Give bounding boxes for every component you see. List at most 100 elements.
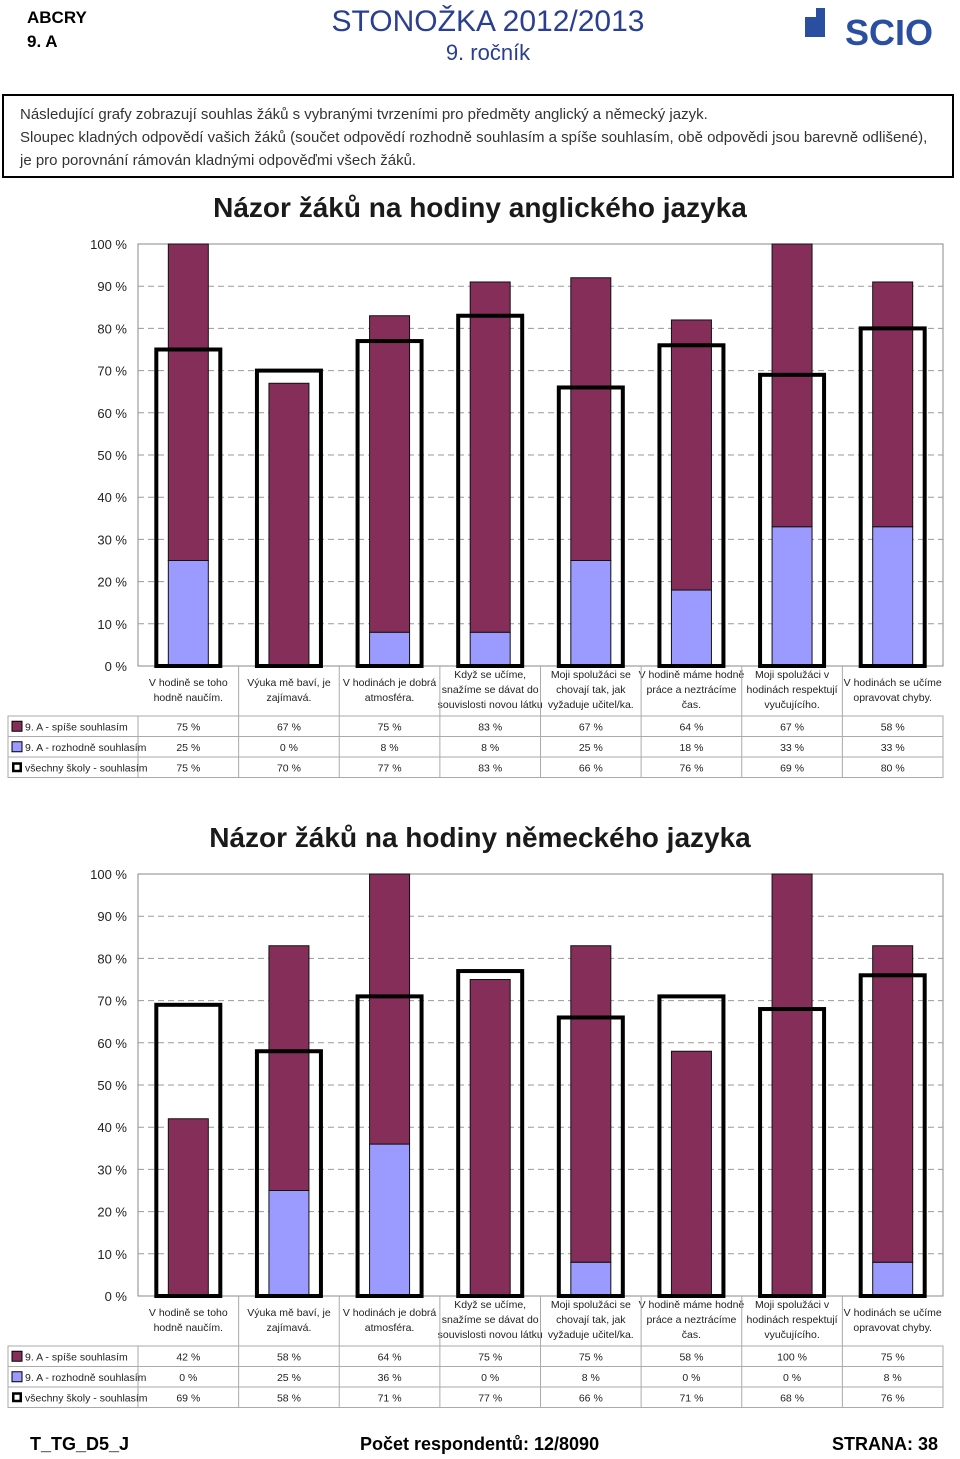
- table-value: 75 %: [378, 721, 402, 733]
- category-label: vyžaduje učitel/ka.: [548, 699, 634, 711]
- category-label: V hodině se toho: [149, 1307, 228, 1319]
- category-label: V hodině máme hodně: [639, 1299, 745, 1311]
- category-label: V hodinách je dobrá: [343, 677, 437, 689]
- school-name: ABCRY: [27, 8, 87, 27]
- logo-square-small: [816, 8, 825, 17]
- bar-frame-all-schools: [858, 973, 927, 1298]
- table-value: 83 %: [478, 762, 502, 774]
- report-grade: 9. ročník: [445, 40, 531, 65]
- bar-spise: [268, 382, 310, 667]
- table-value: 71 %: [679, 1392, 703, 1404]
- category-label: zajímavá.: [266, 692, 311, 704]
- bar-spise: [872, 945, 914, 1263]
- bar-rozhodne: [670, 589, 712, 667]
- table-value: 76 %: [679, 762, 703, 774]
- category-label: čas.: [682, 1329, 701, 1341]
- y-tick-label: 80 %: [97, 321, 127, 336]
- table-value: 76 %: [881, 1392, 905, 1404]
- table-value: 67 %: [780, 721, 804, 733]
- category-label: hodinách respektují: [747, 1314, 838, 1326]
- bar-frame-all-schools: [657, 994, 726, 1298]
- category-label: práce a neztrácíme: [646, 1314, 736, 1326]
- y-tick-label: 30 %: [97, 532, 127, 547]
- bar-rozhodne: [872, 1261, 914, 1297]
- logo-text: SCIO: [845, 12, 933, 51]
- table-value: 8 %: [582, 1372, 600, 1384]
- table-value: 69 %: [780, 762, 804, 774]
- bar-frame-all-schools: [758, 372, 827, 668]
- y-tick-label: 0 %: [105, 659, 128, 674]
- table-value: 25 %: [176, 742, 200, 754]
- y-tick-label: 100 %: [90, 237, 127, 252]
- table-value: 0 %: [783, 1372, 801, 1384]
- logo-square-large: [805, 17, 825, 37]
- table-value: 58 %: [679, 1351, 703, 1363]
- bar-frame-all-schools: [254, 368, 323, 668]
- y-tick-label: 90 %: [97, 279, 127, 294]
- y-tick-label: 0 %: [105, 1289, 128, 1304]
- category-label: souvislosti novou látku: [438, 699, 543, 711]
- bar-spise: [570, 945, 612, 1263]
- y-tick-label: 90 %: [97, 909, 127, 924]
- y-tick-label: 40 %: [97, 1120, 127, 1135]
- table-value: 66 %: [579, 762, 603, 774]
- bar-spise: [670, 1050, 712, 1297]
- category-label: práce a neztrácíme: [646, 684, 736, 696]
- legend-key-all-schools-inner: [14, 1394, 20, 1400]
- category-label: hodně naučím.: [154, 692, 223, 704]
- table-value: 70 %: [277, 762, 301, 774]
- legend-label: 9. A - spíše souhlasím: [25, 721, 128, 733]
- footer-page: STRANA: 38: [832, 1434, 939, 1454]
- report-header: STONOŽKA 2012/2013 9. ročník: [288, 4, 688, 66]
- category-label: Když se učíme,: [454, 669, 526, 681]
- chart-german: 0 % 10 % 20 % 30 % 40 % 50 % 60 % 70 % 80 % 90 % 1…: [7, 867, 944, 1408]
- bar-frame-all-schools: [858, 326, 927, 669]
- category-label: Moji spolužáci v: [755, 669, 830, 681]
- category-label: souvislosti novou látku: [438, 1329, 543, 1341]
- bar-spise: [167, 243, 209, 561]
- bar-frame-all-schools: [758, 1007, 827, 1298]
- category-label: hodně naučím.: [154, 1322, 223, 1334]
- legend-key-spise: [11, 720, 23, 732]
- legend-label: všechny školy - souhlasím: [25, 1392, 148, 1404]
- table-value: 64 %: [679, 721, 703, 733]
- legend-key-rozhodne: [11, 741, 23, 753]
- legend-key-spise: [11, 1350, 23, 1362]
- bar-frame-all-schools: [657, 343, 726, 668]
- y-tick-label: 20 %: [97, 575, 127, 590]
- category-label: V hodinách je dobrá: [343, 1307, 437, 1319]
- intro-line-1: Následující grafy zobrazují souhlas žáků…: [20, 106, 708, 123]
- table-value: 36 %: [378, 1372, 402, 1384]
- bar-rozhodne: [167, 560, 209, 667]
- intro-line-2: Sloupec kladných odpovědí vašich žáků (s…: [20, 129, 928, 169]
- bar-rozhodne: [872, 526, 914, 667]
- y-tick-label: 100 %: [90, 867, 127, 882]
- bar-frame-all-schools: [154, 1002, 223, 1298]
- category-label: Moji spolužáci v: [755, 1299, 830, 1311]
- data-table: [7, 715, 944, 778]
- table-value: 58 %: [277, 1351, 301, 1363]
- category-label: V hodině máme hodně: [639, 669, 745, 681]
- table-value: 75 %: [579, 1351, 603, 1363]
- category-label: opravovat chyby.: [853, 692, 932, 704]
- category-label: snažíme se dávat do: [442, 684, 539, 696]
- bar-spise: [469, 281, 511, 633]
- y-tick-label: 10 %: [97, 617, 127, 632]
- bar-rozhodne: [771, 526, 813, 667]
- bar-spise: [268, 945, 310, 1191]
- table-value: 64 %: [378, 1351, 402, 1363]
- bar-spise: [771, 873, 813, 1297]
- table-value: 69 %: [176, 1392, 200, 1404]
- bar-frame-all-schools: [154, 347, 223, 668]
- chart-english: 0 % 10 % 20 % 30 % 40 % 50 % 60 % 70 % 80 % 90 % 1…: [7, 237, 944, 778]
- y-tick-label: 50 %: [97, 1078, 127, 1093]
- y-tick-label: 70 %: [97, 364, 127, 379]
- y-tick-label: 20 %: [97, 1205, 127, 1220]
- bar-rozhodne: [570, 1261, 612, 1297]
- bar-frame-all-schools: [355, 994, 424, 1298]
- category-label: čas.: [682, 699, 701, 711]
- category-label: Když se učíme,: [454, 1299, 526, 1311]
- footer-code: T_TG_D5_J: [30, 1434, 130, 1454]
- legend-label: 9. A - spíše souhlasím: [25, 1351, 128, 1363]
- category-label: atmosféra.: [365, 1322, 415, 1334]
